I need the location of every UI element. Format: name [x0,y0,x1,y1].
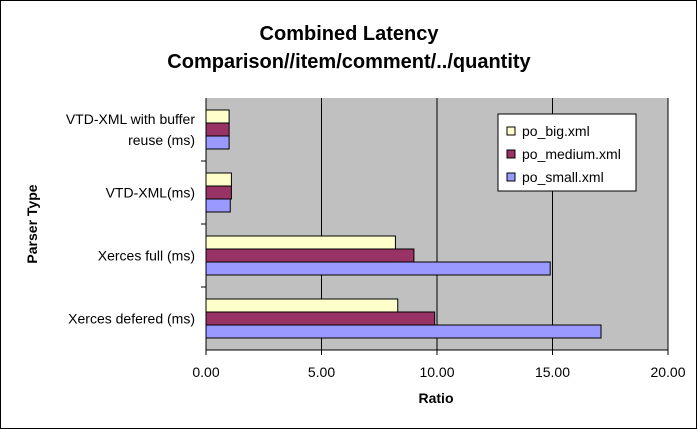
x-tick-label: 5.00 [308,364,335,380]
bar-po-small-xml [205,198,231,213]
bar-po-big-xml [205,298,399,313]
legend-swatch [506,172,516,182]
legend: po_big.xml po_medium.xml po_small.xml [497,113,637,192]
legend-label: po_medium.xml [522,146,621,162]
legend-label: po_big.xml [522,123,590,139]
legend-box [497,113,637,192]
x-tick-label: 15.00 [535,364,570,380]
x-axis-title: Ratio [419,390,454,406]
bar-po-big-xml [205,235,396,250]
x-tick-label: 0.00 [192,364,219,380]
bar-po-medium-xml [205,185,232,200]
y-tick-label: Xerces defered (ms) [68,311,195,327]
legend-swatch [506,126,516,136]
bar-po-small-xml [205,261,551,276]
legend-swatch [506,149,516,159]
y-axis-title: Parser Type [24,184,40,263]
y-axis-labels: VTD-XML with buffer reuse (ms) VTD-XML(ms)… [66,111,195,327]
x-tick-label: 20.00 [650,364,685,380]
bar-po-medium-xml [205,122,230,137]
y-tick-label: VTD-XML(ms) [106,185,195,201]
bar-po-big-xml [205,109,230,124]
y-tick-label: Xerces full (ms) [98,248,195,264]
x-tick-label: 10.00 [419,364,454,380]
chart-title-line-1: Combined Latency [260,23,440,45]
bars [205,109,602,339]
bar-po-small-xml [205,324,602,339]
y-tick-label: VTD-XML with buffer [66,111,195,127]
chart-title-line-2: Comparison//item/comment/../quantity [167,51,531,73]
bar-po-small-xml [205,135,230,150]
bar-po-medium-xml [205,248,415,263]
bar-po-big-xml [205,172,232,187]
bar-po-medium-xml [205,311,436,326]
y-tick-label: reuse (ms) [128,132,195,148]
x-axis-labels: 0.00 5.00 10.00 15.00 20.00 [192,364,685,380]
legend-label: po_small.xml [522,169,604,185]
